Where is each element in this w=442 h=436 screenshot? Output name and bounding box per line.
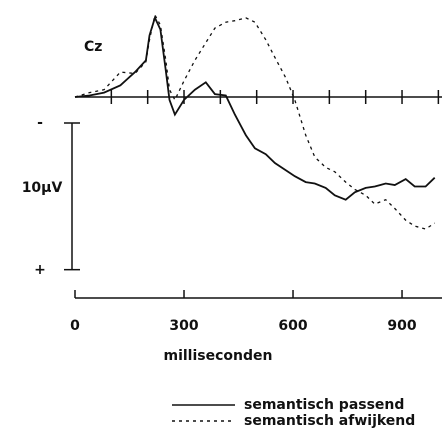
trace (74, 15, 436, 201)
legend-label: semantisch passend (244, 397, 404, 413)
chart-title: Cz (84, 39, 102, 55)
legend-label: semantisch afwijkend (244, 413, 415, 429)
x-tick-label: 900 (387, 318, 416, 334)
x-axis-label: milliseconden (164, 348, 273, 364)
x-tick-label: 0 (70, 318, 80, 334)
x-tick-label: 600 (278, 318, 307, 334)
calibration-negative: - (37, 115, 43, 131)
trace (74, 13, 436, 230)
x-tick-label: 300 (169, 318, 198, 334)
calibration-positive: + (34, 262, 46, 278)
calibration-label: 10µV (22, 180, 63, 196)
